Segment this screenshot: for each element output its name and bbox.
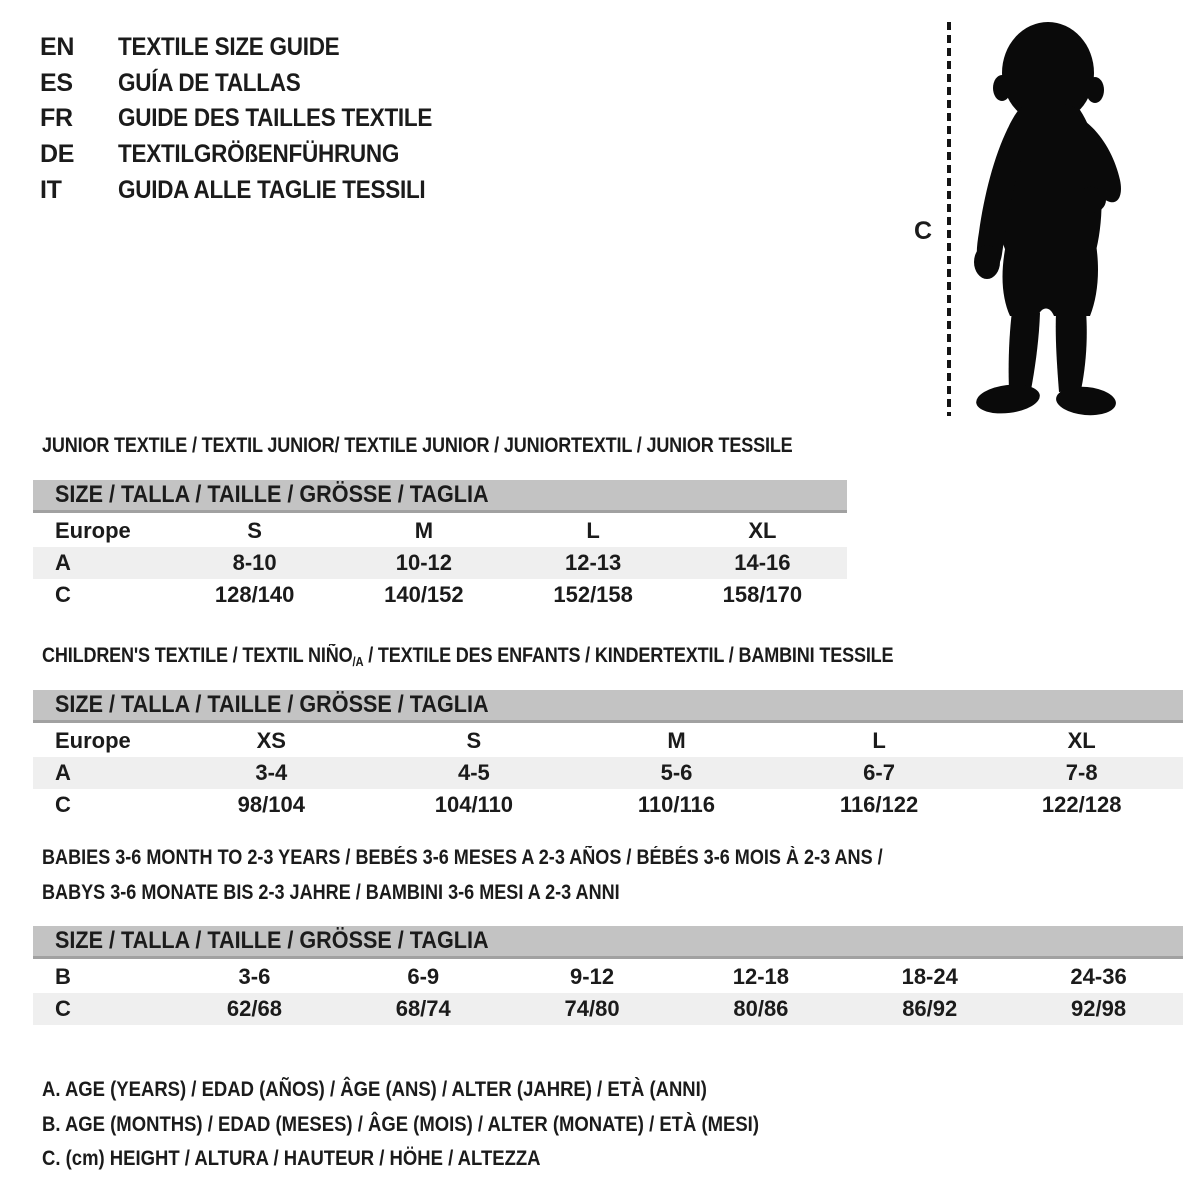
babies-section-title: BABIES 3-6 MONTH TO 2-3 YEARS / BEBÉS 3-… xyxy=(42,840,1020,910)
size-cell: 62/68 xyxy=(226,996,282,1021)
row-label: A xyxy=(55,550,71,575)
table-row: C 98/104 104/110 110/116 116/122 122/128 xyxy=(33,789,1183,821)
language-title-block: EN TEXTILE SIZE GUIDE ES GUÍA DE TALLAS … xyxy=(40,30,467,208)
footnote-c: C. (cm) HEIGHT / ALTURA / HAUTEUR / HÖHE… xyxy=(42,1146,541,1170)
size-cell: 3-6 xyxy=(238,964,271,989)
language-code: DE xyxy=(40,140,75,169)
size-cell: 10-12 xyxy=(395,550,453,575)
size-cell: L xyxy=(586,518,600,543)
height-measure-label: C xyxy=(914,217,933,245)
language-row: DE TEXTILGRÖßENFÜHRUNG xyxy=(40,137,467,173)
guide-title: TEXTILE SIZE GUIDE xyxy=(118,33,340,62)
row-label: B xyxy=(55,964,71,989)
size-cell: M xyxy=(667,728,686,753)
size-header-bar: SIZE / TALLA / TAILLE / GRÖSSE / TAGLIA xyxy=(33,480,847,513)
size-cell: XL xyxy=(1067,728,1096,753)
table-row: Europe S M L XL xyxy=(33,515,847,547)
size-cell: 7-8 xyxy=(1065,760,1098,785)
size-cell: L xyxy=(872,728,886,753)
size-cell: 104/110 xyxy=(434,792,514,817)
babies-title-line2: BABYS 3-6 MONATE BIS 2-3 JAHRE / BAMBINI… xyxy=(42,881,620,904)
toddler-silhouette-icon xyxy=(974,22,1121,416)
size-cell: 110/116 xyxy=(637,792,716,817)
language-row: IT GUIDA ALLE TAGLIE TESSILI xyxy=(40,172,467,208)
size-cell: 18-24 xyxy=(901,964,958,989)
size-cell: 86/92 xyxy=(902,996,958,1021)
size-cell: 8-10 xyxy=(232,550,277,575)
size-cell: XS xyxy=(256,728,286,753)
footnote-a: A. AGE (YEARS) / EDAD (AÑOS) / ÂGE (ANS)… xyxy=(42,1077,707,1101)
guide-title: GUIDE DES TAILLES TEXTILE xyxy=(118,104,433,133)
language-row: ES GUÍA DE TALLAS xyxy=(40,66,467,102)
junior-section-title: JUNIOR TEXTILE / TEXTIL JUNIOR/ TEXTILE … xyxy=(42,434,793,457)
language-code: IT xyxy=(40,175,62,204)
size-cell: 92/98 xyxy=(1071,996,1127,1021)
size-header-bar: SIZE / TALLA / TAILLE / GRÖSSE / TAGLIA xyxy=(33,690,1183,723)
size-cell: 6-9 xyxy=(407,964,440,989)
size-cell: 140/152 xyxy=(384,582,464,607)
children-size-table: SIZE / TALLA / TAILLE / GRÖSSE / TAGLIA … xyxy=(33,690,1183,821)
size-cell: 80/86 xyxy=(733,996,789,1021)
size-cell: 5-6 xyxy=(660,760,693,785)
row-label: Europe xyxy=(55,728,131,753)
guide-title: TEXTILGRÖßENFÜHRUNG xyxy=(118,140,400,169)
babies-size-table: SIZE / TALLA / TAILLE / GRÖSSE / TAGLIA … xyxy=(33,926,1183,1025)
size-cell: 158/170 xyxy=(722,582,803,607)
size-cell: 116/122 xyxy=(839,792,919,817)
size-cell: 122/128 xyxy=(1041,792,1122,817)
junior-size-table: SIZE / TALLA / TAILLE / GRÖSSE / TAGLIA … xyxy=(33,480,847,611)
guide-title: GUIDA ALLE TAGLIE TESSILI xyxy=(118,175,426,204)
table-row: Europe XS S M L XL xyxy=(33,725,1183,757)
size-cell: XL xyxy=(748,518,777,543)
size-cell: 24-36 xyxy=(1070,964,1127,989)
size-cell: 128/140 xyxy=(214,582,295,607)
size-cell: 12-18 xyxy=(732,964,790,989)
row-label: Europe xyxy=(55,518,131,543)
size-cell: 6-7 xyxy=(863,760,895,785)
size-cell: 14-16 xyxy=(734,550,791,575)
title-subscript: /A xyxy=(352,654,364,669)
children-section-title: CHILDREN'S TEXTILE / TEXTIL NIÑO/A / TEX… xyxy=(42,644,894,669)
language-code: ES xyxy=(40,68,73,97)
language-row: EN TEXTILE SIZE GUIDE xyxy=(40,30,467,66)
table-row: C 62/68 68/74 74/80 80/86 86/92 92/98 xyxy=(33,993,1183,1025)
size-cell: S xyxy=(466,728,482,753)
row-label: C xyxy=(55,582,71,607)
table-row: A 3-4 4-5 5-6 6-7 7-8 xyxy=(33,757,1183,789)
table-row: B 3-6 6-9 9-12 12-18 18-24 24-36 xyxy=(33,961,1183,993)
footnote-b: B. AGE (MONTHS) / EDAD (MESES) / ÂGE (MO… xyxy=(42,1111,759,1136)
size-cell: 12-13 xyxy=(564,550,622,575)
language-row: FR GUIDE DES TAILLES TEXTILE xyxy=(40,101,467,137)
babies-title-line1: BABIES 3-6 MONTH TO 2-3 YEARS / BEBÉS 3-… xyxy=(42,846,883,869)
size-cell: 9-12 xyxy=(570,964,615,989)
table-row: C 128/140 140/152 152/158 158/170 xyxy=(33,579,847,611)
table-row: A 8-10 10-12 12-13 14-16 xyxy=(33,547,847,579)
size-cell: 3-4 xyxy=(255,760,288,785)
row-label: C xyxy=(55,996,71,1021)
size-cell: 68/74 xyxy=(395,996,451,1021)
language-code: FR xyxy=(40,104,73,133)
height-dashed-line xyxy=(947,22,951,416)
language-code: EN xyxy=(40,33,75,62)
size-cell: 98/104 xyxy=(237,792,305,817)
size-cell: M xyxy=(414,518,434,543)
row-label: C xyxy=(55,792,71,817)
size-cell: S xyxy=(247,518,262,543)
guide-title: GUÍA DE TALLAS xyxy=(118,68,301,97)
legend-footnotes: A. AGE (YEARS) / EDAD (AÑOS) / ÂGE (ANS)… xyxy=(42,1072,876,1176)
size-header-bar: SIZE / TALLA / TAILLE / GRÖSSE / TAGLIA xyxy=(33,926,1183,959)
size-cell: 152/158 xyxy=(553,582,633,607)
size-cell: 4-5 xyxy=(457,760,490,785)
row-label: A xyxy=(55,760,71,785)
size-cell: 74/80 xyxy=(564,996,620,1021)
